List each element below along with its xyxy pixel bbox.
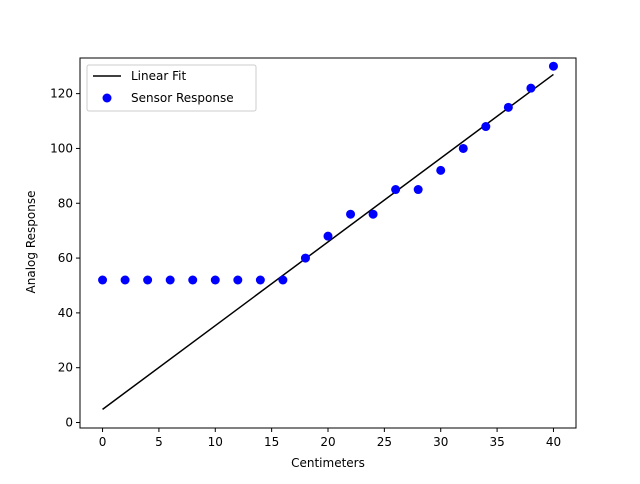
y-tick-label: 20 bbox=[58, 361, 73, 375]
sensor-response-point bbox=[346, 209, 356, 219]
sensor-response-point bbox=[323, 231, 333, 241]
sensor-response-point bbox=[300, 253, 310, 263]
sensor-response-point bbox=[458, 143, 468, 153]
sensor-response-point bbox=[120, 275, 130, 285]
plot-layer bbox=[98, 61, 558, 410]
y-tick-label: 80 bbox=[58, 196, 73, 210]
sensor-response-point bbox=[368, 209, 378, 219]
sensor-response-point bbox=[526, 83, 536, 93]
axes-layer: 0 5 10 15 20 25 30 35 40 0 20 40 60 80 100 120 bbox=[50, 57, 577, 449]
sensor-response-point bbox=[436, 165, 446, 175]
x-tick-label: 40 bbox=[546, 435, 561, 449]
x-tick-label: 25 bbox=[377, 435, 392, 449]
legend-label-sensor-response: Sensor Response bbox=[131, 91, 234, 105]
sensor-response-point bbox=[98, 275, 108, 285]
y-tick-label: 100 bbox=[50, 141, 73, 155]
x-tick-label: 20 bbox=[320, 435, 335, 449]
sensor-response-point bbox=[413, 185, 423, 195]
sensor-response-point bbox=[233, 275, 243, 285]
x-axis-label: Centimeters bbox=[291, 456, 365, 470]
sensor-response-point bbox=[210, 275, 220, 285]
sensor-response-point bbox=[165, 275, 175, 285]
x-tick-label: 30 bbox=[433, 435, 448, 449]
sensor-response-point bbox=[503, 102, 513, 112]
legend: Linear Fit Sensor Response bbox=[86, 64, 257, 112]
legend-frame bbox=[86, 64, 257, 112]
y-axis-label: Analog Response bbox=[24, 191, 38, 294]
x-tick-label: 0 bbox=[99, 435, 107, 449]
sensor-response-point bbox=[255, 275, 265, 285]
y-tick-label: 60 bbox=[58, 251, 73, 265]
x-tick-label: 35 bbox=[489, 435, 504, 449]
y-tick-label: 0 bbox=[65, 416, 73, 430]
sensor-response-point bbox=[548, 61, 558, 71]
sensor-response-point bbox=[481, 122, 491, 132]
sensor-response-point bbox=[143, 275, 153, 285]
y-tick-label: 40 bbox=[58, 306, 73, 320]
y-tick-label: 120 bbox=[50, 87, 73, 101]
sensor-response-point bbox=[391, 185, 401, 195]
x-tick-label: 10 bbox=[208, 435, 223, 449]
x-tick-label: 5 bbox=[155, 435, 163, 449]
sensor-response-point bbox=[278, 275, 288, 285]
sensor-response-point bbox=[188, 275, 198, 285]
legend-marker-swatch bbox=[102, 93, 112, 103]
x-tick-label: 15 bbox=[264, 435, 279, 449]
linear-fit-line bbox=[102, 73, 554, 410]
legend-label-linear-fit: Linear Fit bbox=[131, 69, 186, 83]
